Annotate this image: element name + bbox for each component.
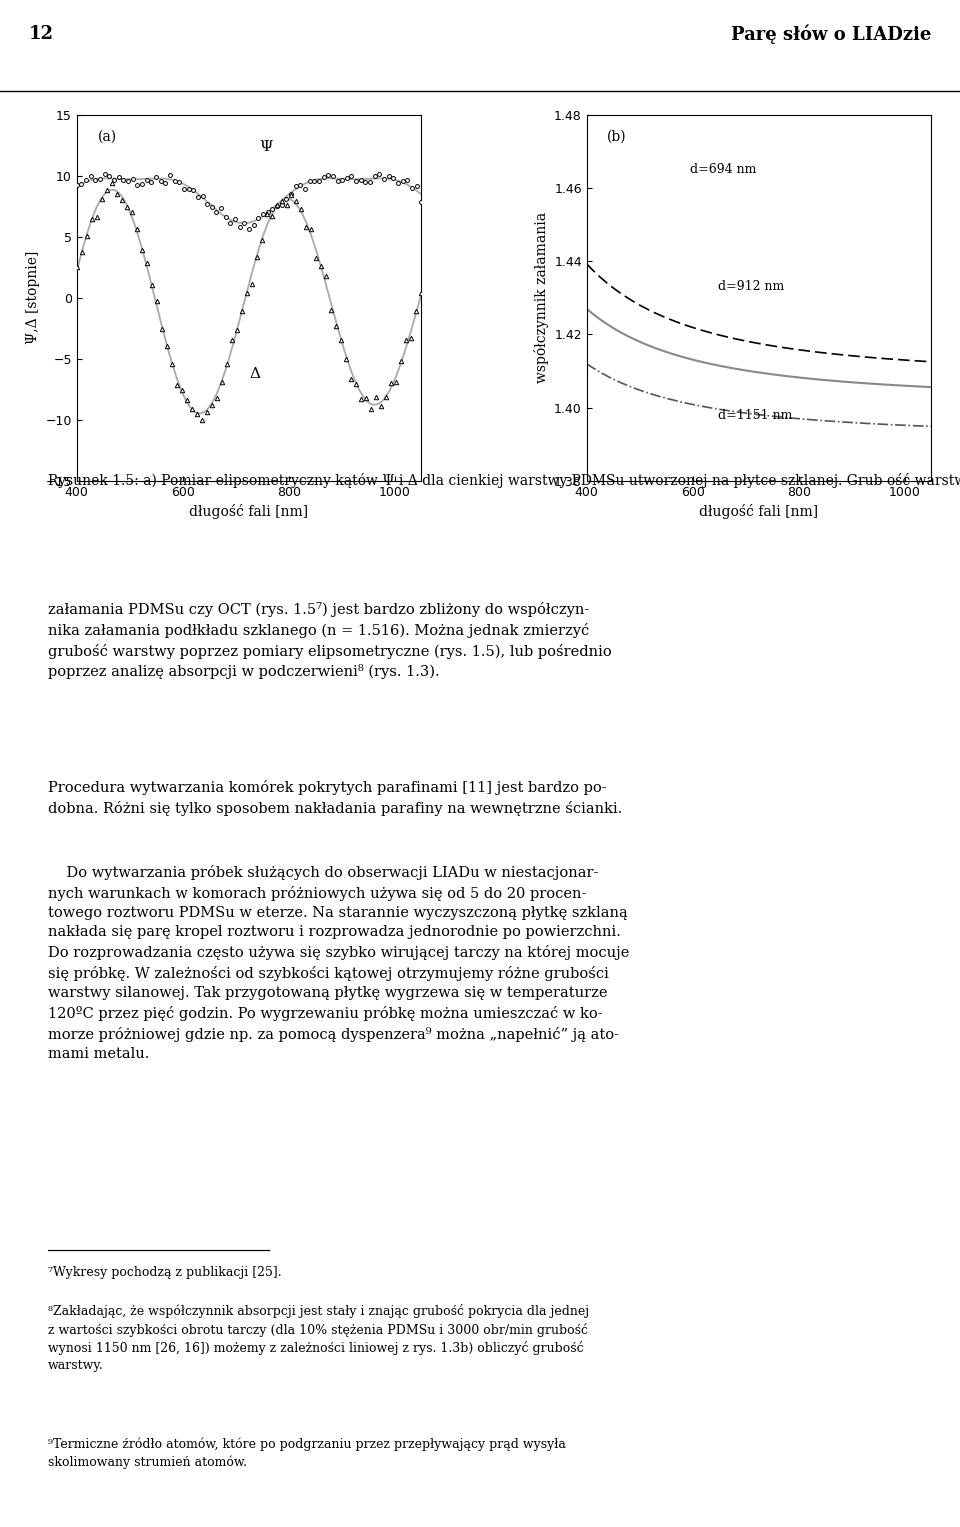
X-axis label: długość fali [nm]: długość fali [nm] — [189, 504, 308, 519]
Y-axis label: współczynnik załamania: współczynnik załamania — [534, 212, 548, 383]
Text: Ψ: Ψ — [259, 140, 273, 154]
X-axis label: długość fali [nm]: długość fali [nm] — [700, 504, 819, 519]
Text: d=1151 nm: d=1151 nm — [717, 409, 792, 421]
Y-axis label: Ψ,Δ [stopnie]: Ψ,Δ [stopnie] — [26, 250, 40, 345]
Text: ⁸Zakładając, że współczynnik absorpcji jest stały i znając grubość pokrycia dla : ⁸Zakładając, że współczynnik absorpcji j… — [48, 1304, 589, 1373]
Text: Procedura wytwarzania komórek pokrytych parafinami [11] jest bardzo po-
dobna. R: Procedura wytwarzania komórek pokrytych … — [48, 780, 622, 815]
Text: Parę słów o LIADzie: Parę słów o LIADzie — [731, 24, 931, 44]
Text: 12: 12 — [29, 24, 54, 43]
Text: d=912 nm: d=912 nm — [717, 281, 784, 293]
Text: ⁹Termiczne źródło atomów, które po podgrzaniu przez przepływający prąd wysyła
sk: ⁹Termiczne źródło atomów, które po podgr… — [48, 1438, 565, 1469]
Text: Rysunek 1.5: a) Pomiar elipsometryczny kątów Ψ i Δ dla cienkiej warstwy PDMSu ut: Rysunek 1.5: a) Pomiar elipsometryczny k… — [48, 473, 960, 489]
Text: Δ: Δ — [249, 368, 260, 382]
Text: d=694 nm: d=694 nm — [690, 163, 756, 176]
Text: Do wytwarzania próbek służących do obserwacji LIADu w niestacjonar-
nych warunka: Do wytwarzania próbek służących do obser… — [48, 864, 630, 1061]
Text: (a): (a) — [98, 130, 116, 144]
Text: ⁷Wykresy pochodzą z publikacji [25].: ⁷Wykresy pochodzą z publikacji [25]. — [48, 1266, 281, 1280]
Text: załamania PDMSu czy OCT (rys. 1.5⁷) jest bardzo zbliżony do współczyn-
nika zała: załamania PDMSu czy OCT (rys. 1.5⁷) jest… — [48, 602, 612, 680]
Text: (b): (b) — [608, 130, 627, 144]
